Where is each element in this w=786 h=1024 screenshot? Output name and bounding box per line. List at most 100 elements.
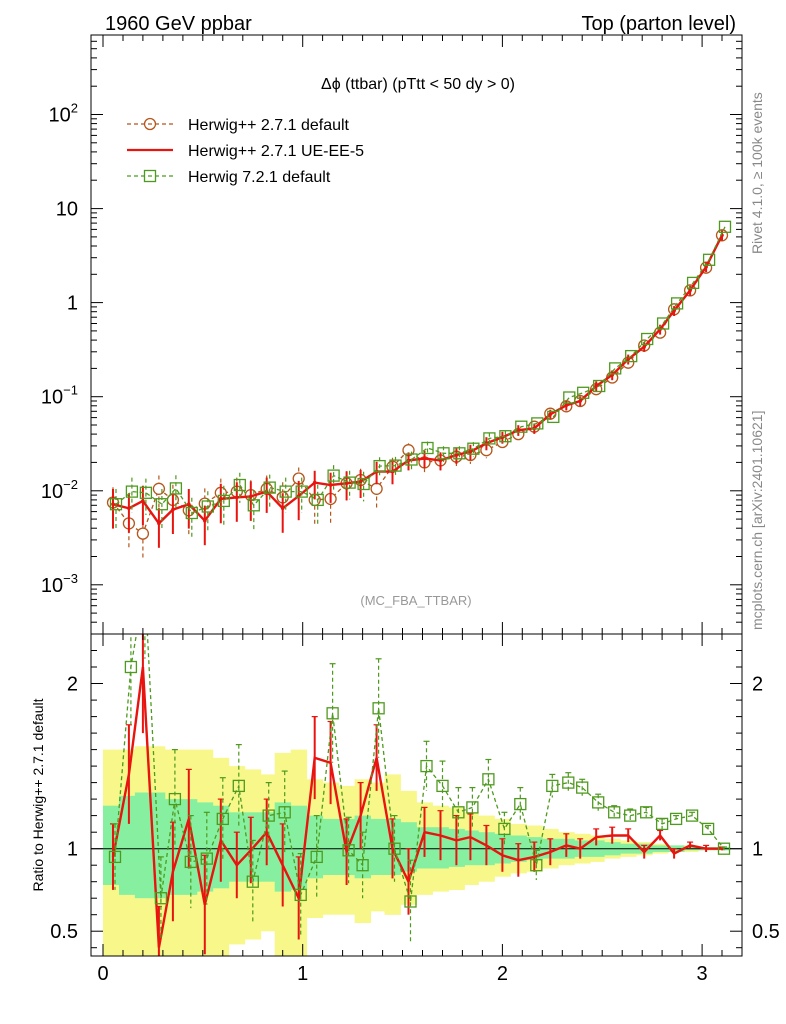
ratio-y-tick-label-right: 1 [752, 839, 763, 861]
data-point [233, 478, 246, 492]
data-point [328, 483, 333, 487]
ratio-panel: 0.5 0.5 1 1 2 2 0 1 2 3 [50, 579, 780, 985]
legend: Herwig++ 2.7.1 default Herwig++ 2.7.1 UE… [127, 117, 364, 186]
ratio-series-1 [108, 579, 731, 943]
data-point [642, 344, 646, 349]
ratio-point [608, 806, 621, 819]
data-point [357, 477, 370, 491]
ratio-point [592, 796, 605, 809]
ratio-line-0 [111, 666, 722, 948]
ratio-point [262, 809, 275, 822]
series-2 [109, 220, 732, 538]
ratio-point [310, 850, 323, 864]
ratio-point [546, 779, 559, 793]
ratio-y-tick-label-left: 0.5 [50, 921, 78, 943]
ratio-y-tick-label-left: 1 [67, 839, 78, 861]
data-point [686, 276, 700, 290]
ratio-point [232, 779, 245, 793]
energy-label: 1960 GeV ppbar [105, 13, 252, 35]
analysis-watermark: (MC_FBA_TTBAR) [360, 593, 471, 608]
uncertainty-band-green [464, 830, 479, 866]
data-point [311, 493, 324, 507]
data-point [141, 499, 145, 503]
data-point [625, 349, 638, 363]
data-point [405, 453, 418, 466]
data-point [327, 469, 340, 482]
data-point [577, 386, 590, 399]
ratio-point [168, 792, 182, 806]
uncertainty-band-green [306, 815, 324, 879]
data-point [718, 220, 732, 233]
data-point [578, 399, 582, 403]
data-point [547, 410, 560, 424]
data-point [187, 502, 191, 507]
data-point [670, 297, 684, 310]
y-tick-label-1: 10−2 [41, 477, 78, 503]
data-point [499, 430, 512, 443]
data-point [370, 482, 383, 495]
data-point [531, 417, 544, 430]
data-point [280, 506, 285, 511]
ratio-point [624, 809, 637, 822]
process-label: Top (parton level) [581, 13, 736, 35]
uncertainty-band-green [260, 812, 276, 882]
data-point [483, 432, 496, 445]
data-point [358, 479, 363, 484]
data-point [127, 506, 131, 511]
data-point [421, 441, 434, 455]
ratio-point [294, 888, 307, 902]
data-point [295, 485, 308, 498]
ratio-point [326, 707, 339, 720]
rivet-version-label: Rivet 4.1.0, ≥ 100k events [749, 92, 765, 254]
ratio-point [452, 806, 465, 819]
ratio-point [669, 812, 683, 826]
uncertainty-band-green [196, 802, 214, 892]
y-tick-label-2: 10−1 [41, 383, 78, 409]
ratio-series-0 [110, 634, 725, 956]
data-point [564, 403, 569, 408]
data-point [453, 447, 466, 460]
ratio-point [200, 852, 213, 865]
ratio-content [91, 579, 742, 956]
data-point [468, 449, 473, 454]
ratio-point [154, 892, 168, 905]
data-point [125, 485, 139, 498]
data-point [312, 480, 317, 485]
data-point [235, 495, 239, 500]
uncertainty-band-green [370, 818, 385, 875]
circle-marker-icon [143, 117, 157, 131]
data-point [279, 485, 292, 498]
mcplots-label: mcplots.cern.ch [arXiv:2401.10621] [749, 411, 765, 630]
data-point [656, 317, 670, 330]
ratio-point [685, 809, 699, 822]
legend-entry-herwigpp-default: Herwig++ 2.7.1 default [127, 117, 350, 134]
ratio-point [124, 660, 138, 674]
ratio-point [717, 842, 731, 855]
data-point [201, 500, 214, 513]
data-point [515, 420, 528, 433]
data-point [136, 527, 150, 540]
ratio-point [356, 859, 369, 872]
data-point [217, 494, 230, 508]
data-point [609, 362, 622, 375]
series-line-2 [115, 226, 726, 514]
ratio-point [530, 859, 543, 872]
data-point [203, 518, 207, 523]
ratio-point [498, 822, 511, 836]
ratio-point [640, 806, 653, 819]
legend-entry-herwigpp-ueee5: Herwig++ 2.7.1 UE-EE-5 [127, 143, 364, 160]
data-point [155, 498, 169, 511]
ratio-point [139, 579, 150, 590]
data-point [454, 453, 459, 457]
x-tick-label-0: 0 [97, 963, 108, 985]
ratio-point [701, 822, 715, 836]
data-point [109, 498, 123, 511]
square-marker-icon [143, 169, 157, 183]
ratio-point [420, 759, 433, 773]
ratio-point [655, 817, 669, 831]
data-point [594, 384, 598, 388]
data-point [389, 459, 402, 472]
data-point [344, 481, 349, 486]
data-point [157, 521, 161, 526]
legend-label-herwigpp-ueee5: Herwig++ 2.7.1 UE-EE-5 [188, 143, 364, 160]
